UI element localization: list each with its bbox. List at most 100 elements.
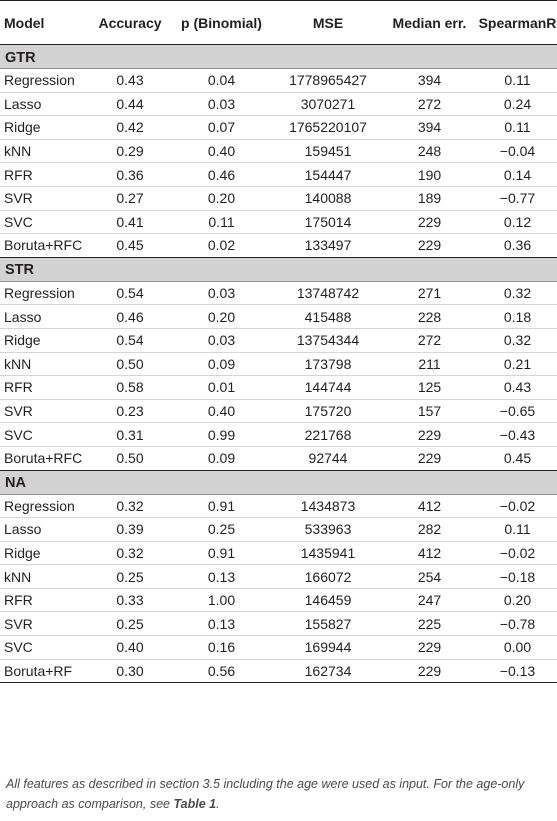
cell-accuracy: 0.30: [92, 659, 168, 684]
cell-spearmanr: 0.43: [478, 375, 557, 400]
cell-median-err: 229: [381, 635, 478, 660]
cell-spearmanr: −0.04: [478, 139, 557, 164]
cell-p-binomial: 0.09: [168, 352, 275, 377]
table-row: Ridge 0.32 0.91 1435941 412 −0.02: [0, 541, 557, 566]
cell-spearmanr: 0.00: [478, 635, 557, 660]
cell-spearmanr: 0.21: [478, 352, 557, 377]
table-body: STR Regression 0.54 0.03 13748742 271 0.32 Lass…: [0, 256, 557, 470]
results-table: Model Accuracy p (Binomial) MSE Median e…: [0, 0, 557, 684]
cell-p-binomial: 1.00: [168, 588, 275, 613]
cell-accuracy: 0.32: [92, 494, 168, 519]
cell-accuracy: 0.23: [92, 399, 168, 424]
table-row: kNN 0.50 0.09 173798 211 0.21: [0, 352, 557, 377]
cell-spearmanr: −0.02: [478, 541, 557, 566]
table-row: SVR 0.25 0.13 155827 225 −0.78: [0, 611, 557, 637]
results-table-container: Model Accuracy p (Binomial) MSE Median e…: [0, 0, 557, 684]
group-header-row: GTR: [0, 44, 557, 69]
cell-mse: 154447: [275, 162, 381, 187]
cell-median-err: 190: [381, 162, 478, 187]
cell-mse: 13754344: [275, 328, 381, 353]
cell-median-err: 272: [381, 92, 478, 117]
cell-median-err: 247: [381, 588, 478, 613]
group-header-row: NA: [0, 469, 557, 495]
cell-p-binomial: 0.09: [207, 450, 236, 467]
footnote-table-link[interactable]: Table 1: [173, 797, 217, 811]
cell-median-err: 125: [381, 375, 478, 400]
cell-mse: 3070271: [275, 92, 381, 117]
cell-mse: 162734: [275, 659, 381, 684]
cell-p-binomial: 0.40: [168, 139, 275, 164]
cell-model: SVC: [0, 635, 92, 660]
cell-mse: 173798: [275, 352, 381, 377]
group-header-row: STR: [0, 256, 557, 282]
cell-median-err: 412: [381, 541, 478, 566]
cell-model: Boruta+RFC: [4, 450, 83, 467]
cell-model: RFR: [0, 375, 92, 400]
cell-model: Ridge: [0, 328, 92, 353]
cell-accuracy: 0.42: [92, 115, 168, 140]
cell-spearmanr: 0.11: [478, 517, 557, 542]
footnote-end: .: [216, 797, 220, 811]
cell-median-err: 229: [381, 422, 478, 447]
cell-median-err: 157: [381, 399, 478, 424]
group-label: GTR: [0, 44, 557, 69]
table-row: SVC 0.31 0.99 221768 229 −0.43: [0, 422, 557, 447]
table-row: Lasso 0.44 0.03 3070271 272 0.24: [0, 92, 557, 117]
cell-model: SVR: [0, 399, 92, 424]
cell-model: kNN: [0, 139, 92, 164]
table-row: Boruta+RFC 0.50 0.09 92744 229 0.45: [0, 446, 557, 470]
cell-median-err: 229: [381, 210, 478, 235]
cell-spearmanr: 0.12: [478, 210, 557, 235]
cell-spearmanr: −0.13: [478, 659, 557, 684]
cell-p-binomial: 0.46: [168, 162, 275, 187]
cell-accuracy: 0.58: [92, 375, 168, 400]
cell-median-err: 229: [417, 450, 442, 467]
table-row: Ridge 0.54 0.03 13754344 272 0.32: [0, 328, 557, 353]
cell-p-binomial: 0.40: [168, 399, 275, 424]
cell-median-err: 394: [381, 115, 478, 140]
cell-p-binomial: 0.16: [168, 635, 275, 660]
table-row: Boruta+RFC 0.45 0.02 133497 229 0.36: [0, 234, 557, 258]
cell-model: kNN: [0, 564, 92, 589]
cell-median-err: 271: [381, 281, 478, 306]
cell-model: SVR: [0, 611, 92, 637]
cell-mse: 175720: [275, 399, 381, 424]
cell-spearmanr: −0.77: [478, 186, 557, 211]
cell-mse: 1435941: [275, 541, 381, 566]
table-row: SVC 0.40 0.16 169944 229 0.00: [0, 635, 557, 660]
column-header-spearmanr: SpearmanR: [478, 0, 557, 45]
cell-spearmanr: −0.18: [478, 564, 557, 589]
cell-p-binomial: 0.02: [207, 237, 236, 254]
cell-mse: 221768: [275, 422, 381, 447]
cell-accuracy: 0.46: [92, 304, 168, 329]
cell-mse: 1434873: [275, 494, 381, 519]
cell-mse: 92744: [308, 450, 348, 467]
cell-mse: 533963: [275, 517, 381, 542]
table-row: kNN 0.25 0.13 166072 254 −0.18: [0, 564, 557, 589]
cell-accuracy: 0.54: [92, 328, 168, 353]
cell-accuracy: 0.29: [92, 139, 168, 164]
cell-mse: 1765220107: [275, 115, 381, 140]
column-header-mse: MSE: [275, 0, 381, 45]
cell-mse: 415488: [275, 304, 381, 329]
cell-median-err: 248: [381, 139, 478, 164]
cell-p-binomial: 0.91: [168, 541, 275, 566]
cell-accuracy: 0.31: [92, 422, 168, 447]
table-header: Model Accuracy p (Binomial) MSE Median e…: [0, 0, 557, 45]
cell-model: Boruta+RFC: [4, 237, 83, 254]
cell-model: SVC: [0, 210, 92, 235]
table-row: Lasso 0.39 0.25 533963 282 0.11: [0, 517, 557, 542]
cell-median-err: 211: [381, 352, 478, 377]
cell-accuracy: 0.25: [92, 611, 168, 637]
cell-mse: 169944: [275, 635, 381, 660]
cell-median-err: 272: [381, 328, 478, 353]
column-header-model: Model: [0, 0, 92, 45]
cell-p-binomial: 0.01: [168, 375, 275, 400]
cell-spearmanr: −0.43: [478, 422, 557, 447]
cell-model: SVR: [0, 186, 92, 211]
table-row: Boruta+RF 0.30 0.56 162734 229 −0.13: [0, 659, 557, 684]
table-row: SVR 0.23 0.40 175720 157 −0.65: [0, 399, 557, 424]
cell-mse: 1778965427: [275, 68, 381, 93]
cell-p-binomial: 0.03: [168, 328, 275, 353]
cell-accuracy: 0.45: [116, 237, 144, 254]
